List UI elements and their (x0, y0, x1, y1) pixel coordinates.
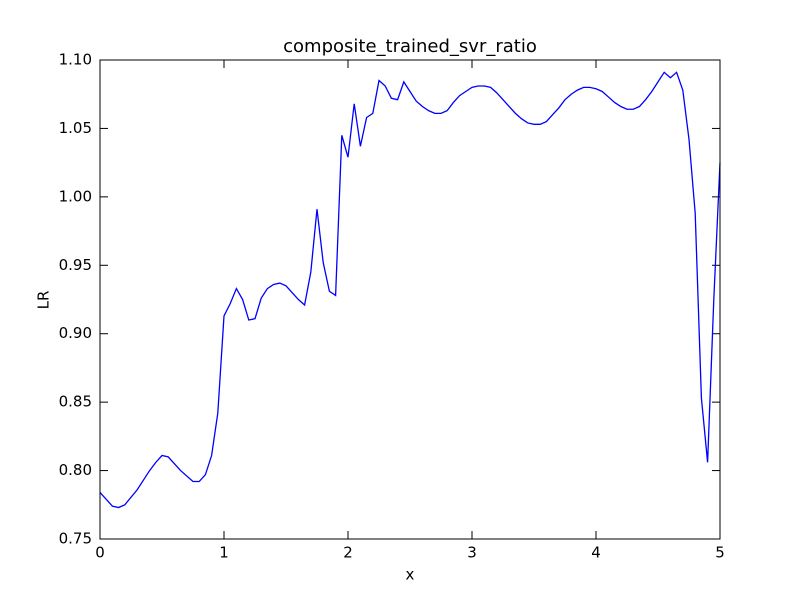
y-tick-label: 1.10 (59, 51, 92, 69)
y-tick-label: 0.75 (59, 530, 92, 548)
x-tick-label: 1 (219, 544, 229, 562)
x-tick-label: 0 (95, 544, 105, 562)
y-tick-label: 0.90 (59, 324, 92, 342)
x-tick-label: 2 (343, 544, 353, 562)
x-tick-label: 5 (715, 544, 725, 562)
plot-frame (99, 59, 721, 540)
x-axis-label: x (406, 566, 415, 584)
y-tick-label: 0.80 (59, 461, 92, 479)
x-tick-label: 4 (591, 544, 601, 562)
y-tick-label: 0.85 (59, 393, 92, 411)
y-tick-label: 1.05 (59, 119, 92, 137)
chart-title: composite_trained_svr_ratio (283, 36, 537, 57)
x-tick-label: 3 (467, 544, 477, 562)
y-tick-label: 1.00 (59, 187, 92, 205)
y-axis-label: LR (35, 291, 53, 310)
y-tick-label: 0.95 (59, 256, 92, 274)
data-line (99, 71, 721, 509)
